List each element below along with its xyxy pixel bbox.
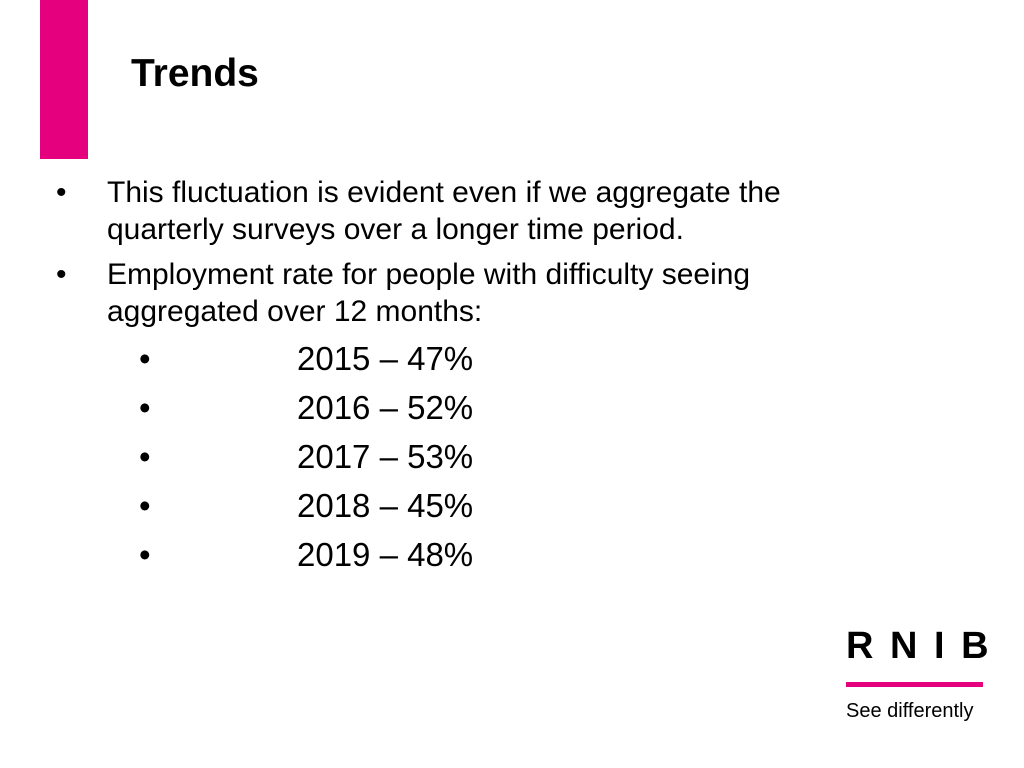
sub-bullet-marker: •	[139, 340, 151, 377]
sub-bullet-item: • 2018 – 45%	[0, 481, 1024, 530]
sub-bullet-text: 2018 – 45%	[297, 487, 474, 524]
sub-bullet-text: 2019 – 48%	[297, 536, 474, 573]
logo-underline	[846, 682, 983, 687]
sub-bullet-marker: •	[139, 438, 151, 475]
bullet-text: Employment rate for people with difficul…	[107, 258, 751, 328]
logo-wordmark: R N I B	[846, 625, 992, 667]
sub-bullet-item: • 2017 – 53%	[0, 432, 1024, 481]
sub-bullet-marker: •	[139, 536, 151, 573]
sub-bullet-item: • 2015 – 47%	[0, 334, 1024, 383]
slide-title: Trends	[131, 52, 259, 95]
rnib-logo: R N I B See differently	[846, 624, 992, 723]
bullet-marker: •	[56, 176, 67, 209]
sub-bullet-marker: •	[139, 487, 151, 524]
bullet-item: • Employment rate for people with diffic…	[0, 256, 1024, 579]
bullet-list: • This fluctuation is evident even if we…	[0, 174, 1024, 587]
accent-bar	[40, 0, 88, 159]
bullet-text: This fluctuation is evident even if we a…	[107, 176, 781, 246]
sub-bullet-text: 2017 – 53%	[297, 438, 474, 475]
logo-tagline: See differently	[846, 700, 974, 722]
sub-bullet-list: • 2015 – 47% • 2016 – 52% • 2017 – 53% •…	[0, 334, 1024, 579]
sub-bullet-marker: •	[139, 389, 151, 426]
sub-bullet-item: • 2016 – 52%	[0, 383, 1024, 432]
bullet-marker: •	[56, 258, 67, 291]
bullet-item: • This fluctuation is evident even if we…	[0, 174, 1024, 248]
sub-bullet-text: 2015 – 47%	[297, 340, 474, 377]
sub-bullet-item: • 2019 – 48%	[0, 530, 1024, 579]
sub-bullet-text: 2016 – 52%	[297, 389, 474, 426]
